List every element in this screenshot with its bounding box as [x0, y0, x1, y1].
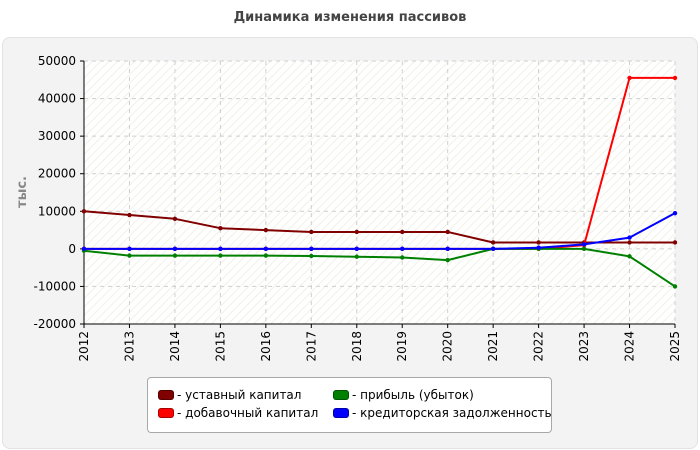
data-point-profit [309, 253, 314, 259]
plot-area [84, 61, 675, 324]
data-point-profit [445, 257, 450, 263]
y-axis-label: тыс. [15, 176, 30, 208]
data-point-share-capital [309, 229, 314, 235]
legend-label-share-capital: - уставный капитал [177, 388, 302, 402]
x-tick-label: 2022 [532, 331, 546, 362]
data-point-profit [627, 254, 632, 259]
data-point-payables [309, 246, 314, 252]
x-tick-label: 2012 [77, 331, 91, 362]
legend-item-payables: - кредиторская задолженность [333, 406, 552, 420]
data-point-payables [445, 246, 450, 252]
data-point-profit [400, 255, 405, 260]
data-point-share-capital [445, 229, 450, 235]
data-point-payables [354, 246, 359, 252]
data-point-share-capital [536, 240, 541, 245]
legend-item-share-capital: - уставный капитал [158, 388, 301, 402]
series-line-profit [83, 247, 676, 288]
data-point-payables [127, 246, 132, 252]
data-point-profit [172, 253, 178, 258]
legend-label-payables: - кредиторская задолженность [352, 406, 552, 420]
data-point-profit [127, 253, 132, 258]
series-line-share-capital [83, 210, 675, 244]
legend-label-additional-capital: - добавочный капитал [177, 406, 319, 420]
y-tick-label: 10000 [38, 204, 76, 218]
chart-title: Динамика изменения пассивов [233, 10, 467, 25]
y-tick-label: 20000 [38, 167, 76, 181]
data-point-share-capital [490, 240, 496, 245]
x-tick-label: 2015 [213, 331, 227, 362]
data-point-share-capital [672, 240, 678, 245]
legend: - уставный капитал - добавочный капитал … [147, 377, 552, 433]
data-point-payables [263, 246, 269, 252]
y-tick-label: 50000 [38, 54, 76, 68]
legend-item-profit: - прибыль (убыток) [333, 388, 474, 402]
data-point-share-capital [172, 216, 178, 221]
data-point-payables [400, 246, 405, 252]
data-point-share-capital [127, 212, 132, 218]
legend-swatch-additional-capital [158, 408, 174, 418]
data-point-profit [263, 253, 269, 258]
data-point-payables [581, 242, 587, 247]
series-group [81, 75, 678, 289]
data-point-payables [490, 246, 496, 252]
x-tick-label: 2018 [350, 331, 364, 362]
data-point-profit [218, 253, 223, 258]
x-tick-label: 2014 [168, 331, 182, 362]
data-point-payables [218, 246, 223, 252]
x-tick-label: 2023 [577, 331, 591, 362]
series-payables [81, 210, 678, 252]
data-point-payables [172, 246, 178, 252]
data-point-profit [672, 284, 678, 289]
x-tick-label: 2024 [623, 331, 637, 362]
legend-item-additional-capital: - добавочный капитал [158, 406, 318, 420]
data-point-share-capital [354, 229, 359, 235]
data-point-additional-capital [627, 75, 632, 81]
y-tick-label: -20000 [33, 317, 76, 331]
x-tick-label: 2017 [304, 331, 318, 362]
x-tick-label: 2020 [441, 331, 455, 362]
data-point-share-capital [218, 225, 223, 231]
x-tick-label: 2013 [122, 331, 136, 362]
y-tick-label: 0 [68, 242, 76, 256]
x-tick-label: 2025 [668, 331, 682, 362]
x-tick-label: 2021 [486, 331, 500, 362]
series-line-payables [84, 212, 676, 250]
legend-swatch-payables [333, 408, 349, 418]
series-profit [81, 246, 678, 289]
y-tick-label: -10000 [33, 279, 76, 293]
data-point-share-capital [263, 227, 269, 233]
data-point-profit [581, 246, 587, 252]
x-tick-label: 2016 [259, 331, 273, 362]
legend-swatch-profit [333, 390, 349, 400]
data-point-profit [354, 254, 359, 259]
data-point-payables [627, 235, 632, 240]
y-tick-label: 30000 [38, 129, 76, 143]
data-point-share-capital [81, 209, 87, 214]
data-point-share-capital [627, 240, 632, 245]
data-point-payables [81, 246, 87, 252]
x-tick-label: 2019 [395, 331, 409, 362]
data-point-additional-capital [672, 75, 678, 81]
data-point-payables [672, 210, 678, 216]
legend-label-profit: - прибыль (убыток) [352, 388, 474, 402]
y-tick-label: 40000 [38, 92, 76, 106]
data-point-share-capital [400, 229, 405, 235]
axes: -20000 -10000 0 10000 20000 30000 40000 50000 20… [33, 54, 682, 362]
legend-swatch-share-capital [158, 390, 174, 400]
data-point-payables [536, 245, 541, 250]
